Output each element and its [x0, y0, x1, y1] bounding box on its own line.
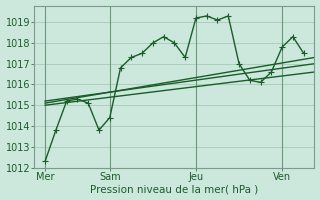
X-axis label: Pression niveau de la mer( hPa ): Pression niveau de la mer( hPa ): [90, 184, 259, 194]
